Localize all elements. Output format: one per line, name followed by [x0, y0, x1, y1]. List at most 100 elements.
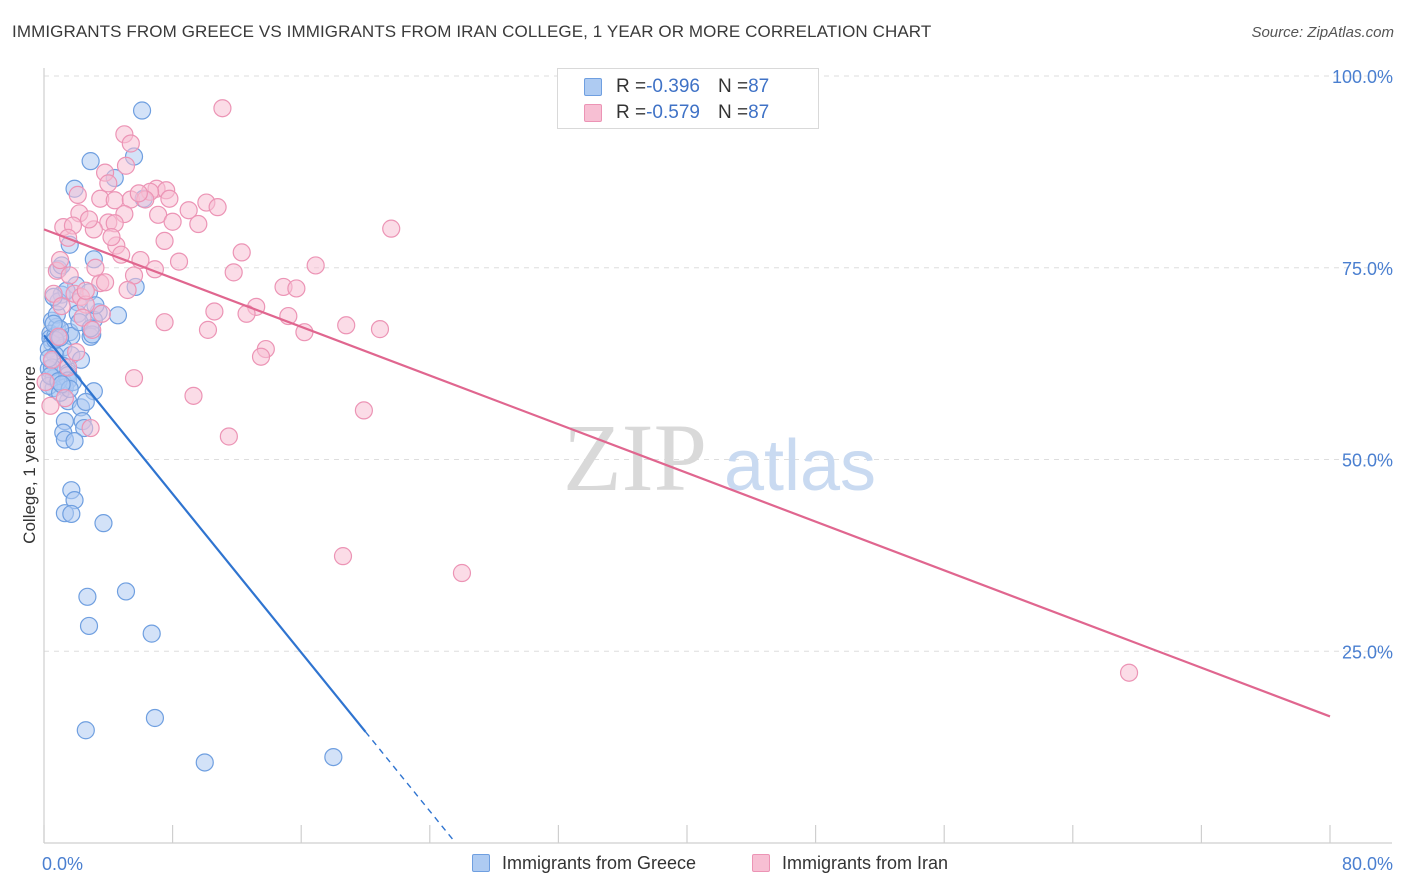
greece-point	[195, 753, 214, 772]
x-tick-label-min: 0.0%	[42, 854, 83, 874]
greece-swatch	[584, 78, 602, 96]
iran-point	[50, 250, 70, 270]
iran-point	[67, 343, 86, 362]
greece-n-value: 87	[748, 76, 770, 97]
greece-point	[94, 514, 113, 533]
greece-legend-swatch	[472, 854, 490, 872]
greece-point	[108, 306, 128, 325]
watermark: ZIP atlas	[563, 404, 876, 511]
y-axis-label: College, 1 year or more	[20, 366, 39, 544]
iran-trend-line	[43, 228, 1331, 718]
iran-point	[306, 256, 325, 275]
greece-point	[145, 708, 165, 728]
iran-point	[83, 320, 102, 339]
series-iran-points	[36, 99, 1139, 682]
watermark-zip: ZIP	[563, 404, 707, 511]
iran-point	[184, 386, 203, 405]
iran-n-value: 87	[748, 102, 770, 123]
source-credit: Source: ZipAtlas.com	[1251, 24, 1394, 41]
y-tick-label: 50.0%	[1342, 451, 1393, 471]
greece-point	[78, 587, 97, 606]
iran-point	[232, 243, 251, 262]
iran-point	[370, 320, 390, 339]
iran-point	[189, 214, 208, 234]
iran-point	[163, 212, 182, 231]
watermark-atlas: atlas	[724, 426, 876, 506]
iran-point	[213, 99, 232, 118]
greece-point	[81, 152, 100, 171]
iran-point	[99, 174, 118, 193]
iran-point	[42, 350, 62, 369]
iran-point	[68, 185, 87, 204]
x-tick-label-max: 80.0%	[1342, 854, 1393, 874]
greece-r-label: R =	[616, 76, 647, 97]
y-tick-label: 75.0%	[1342, 259, 1393, 279]
greece-point	[324, 747, 343, 767]
greece-point	[76, 392, 95, 412]
y-tick-label: 25.0%	[1342, 642, 1393, 662]
greece-trend-line	[43, 334, 367, 733]
iran-point	[116, 156, 136, 175]
greece-point	[132, 101, 152, 120]
iran-point	[224, 263, 243, 282]
iran-point	[124, 369, 144, 388]
iran-point	[73, 308, 92, 327]
iran-point	[36, 372, 55, 392]
iran-point	[382, 219, 401, 238]
iran-point	[102, 227, 121, 247]
tick-labels: 25.0% 50.0% 75.0% 100.0% 0.0% 80.0%	[42, 67, 1393, 874]
axes	[43, 68, 1392, 844]
iran-point	[198, 320, 218, 339]
iran-point	[251, 347, 271, 366]
greece-point	[116, 582, 136, 601]
greece-point	[65, 431, 84, 451]
iran-point	[95, 273, 115, 292]
iran-point	[149, 205, 168, 224]
iran-r-label: R =	[616, 102, 647, 123]
legend-row-greece: R = -0.396 N = 87	[584, 75, 769, 99]
iran-point	[129, 184, 148, 203]
bottom-legend-iran[interactable]: Immigrants from Iran	[752, 851, 948, 875]
iran-point	[49, 327, 68, 346]
iran-point	[160, 189, 179, 208]
greece-point	[142, 624, 161, 643]
iran-point	[179, 201, 198, 220]
legend-row-iran: R = -0.579 N = 87	[584, 101, 769, 125]
grid-lines	[44, 75, 1392, 652]
iran-point	[81, 418, 100, 438]
iran-point	[155, 313, 174, 332]
greece-r-value: -0.396	[646, 76, 700, 97]
trend-lines	[43, 228, 1331, 842]
iran-point	[55, 389, 74, 408]
iran-point	[118, 280, 137, 300]
greece-trend-extension	[364, 731, 455, 842]
greece-point	[62, 504, 81, 524]
bottom-legend-greece[interactable]: Immigrants from Greece	[472, 851, 696, 875]
iran-point	[354, 401, 373, 420]
iran-point	[205, 302, 224, 321]
iran-point	[287, 279, 306, 298]
y-tick-label: 100.0%	[1332, 67, 1393, 87]
iran-point	[208, 198, 227, 217]
iran-point	[92, 304, 111, 323]
greece-point	[76, 721, 95, 740]
iran-legend-swatch	[752, 854, 770, 872]
iran-point	[79, 210, 99, 229]
iran-point	[60, 266, 79, 285]
iran-legend-label: Immigrants from Iran	[782, 852, 949, 873]
greece-legend-label: Immigrants from Greece	[502, 852, 697, 873]
chart-title: IMMIGRANTS FROM GREECE VS IMMIGRANTS FRO…	[12, 22, 932, 41]
iran-point	[86, 258, 105, 277]
iran-point	[121, 134, 140, 153]
iran-point	[333, 547, 353, 566]
iran-point	[52, 297, 71, 316]
greece-n-label: N =	[717, 76, 749, 97]
iran-point	[169, 252, 189, 271]
iran-point	[219, 427, 238, 446]
iran-point	[1119, 663, 1139, 682]
iran-point	[41, 396, 60, 415]
iran-point	[337, 316, 356, 335]
iran-swatch	[584, 104, 602, 122]
greece-point	[79, 616, 99, 636]
